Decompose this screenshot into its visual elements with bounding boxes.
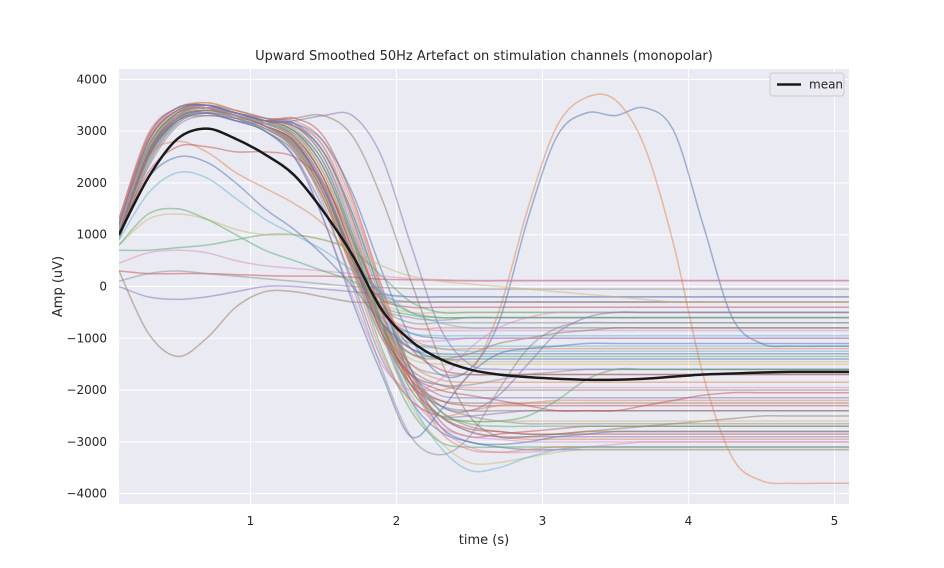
x-tick-label: 4 xyxy=(685,514,693,528)
trace-line xyxy=(119,112,849,439)
x-tick-label: 3 xyxy=(539,514,547,528)
trace-line xyxy=(119,213,849,303)
y-tick-label: 0 xyxy=(99,280,107,294)
traces xyxy=(119,93,849,485)
y-tick-label: 1000 xyxy=(76,228,107,242)
x-axis-label: time (s) xyxy=(459,533,509,548)
x-tick-label: 2 xyxy=(393,514,401,528)
y-tick-label: −3000 xyxy=(66,435,107,449)
trace-line xyxy=(119,249,849,282)
trace-line xyxy=(119,270,849,290)
trace-line xyxy=(119,155,849,361)
mean-line xyxy=(119,127,849,382)
y-tick-label: −4000 xyxy=(66,487,107,501)
legend: mean xyxy=(769,72,845,97)
y-tick-label: −1000 xyxy=(66,331,107,345)
x-tick-label: 1 xyxy=(247,514,255,528)
tick-labels: 1 2 3 4 5 4000 3000 2000 1000 0 −1000 −2000 −3000 −40… xyxy=(66,72,838,528)
mean-layer xyxy=(119,127,849,382)
y-tick-label: 2000 xyxy=(76,176,107,190)
trace-line xyxy=(119,285,849,301)
y-tick-label: 3000 xyxy=(76,124,107,138)
legend-box xyxy=(769,72,845,97)
y-tick-label: −2000 xyxy=(66,383,107,397)
y-axis-label: Amp (uV) xyxy=(51,256,66,317)
x-tick-label: 5 xyxy=(831,514,839,528)
y-tick-label: 4000 xyxy=(76,72,107,86)
trace-line xyxy=(119,109,849,321)
legend-label-mean: mean xyxy=(809,78,843,92)
trace-line xyxy=(119,104,849,413)
chart-title: Upward Smoothed 50Hz Artefact on stimula… xyxy=(255,49,713,64)
trace-line xyxy=(119,109,849,456)
